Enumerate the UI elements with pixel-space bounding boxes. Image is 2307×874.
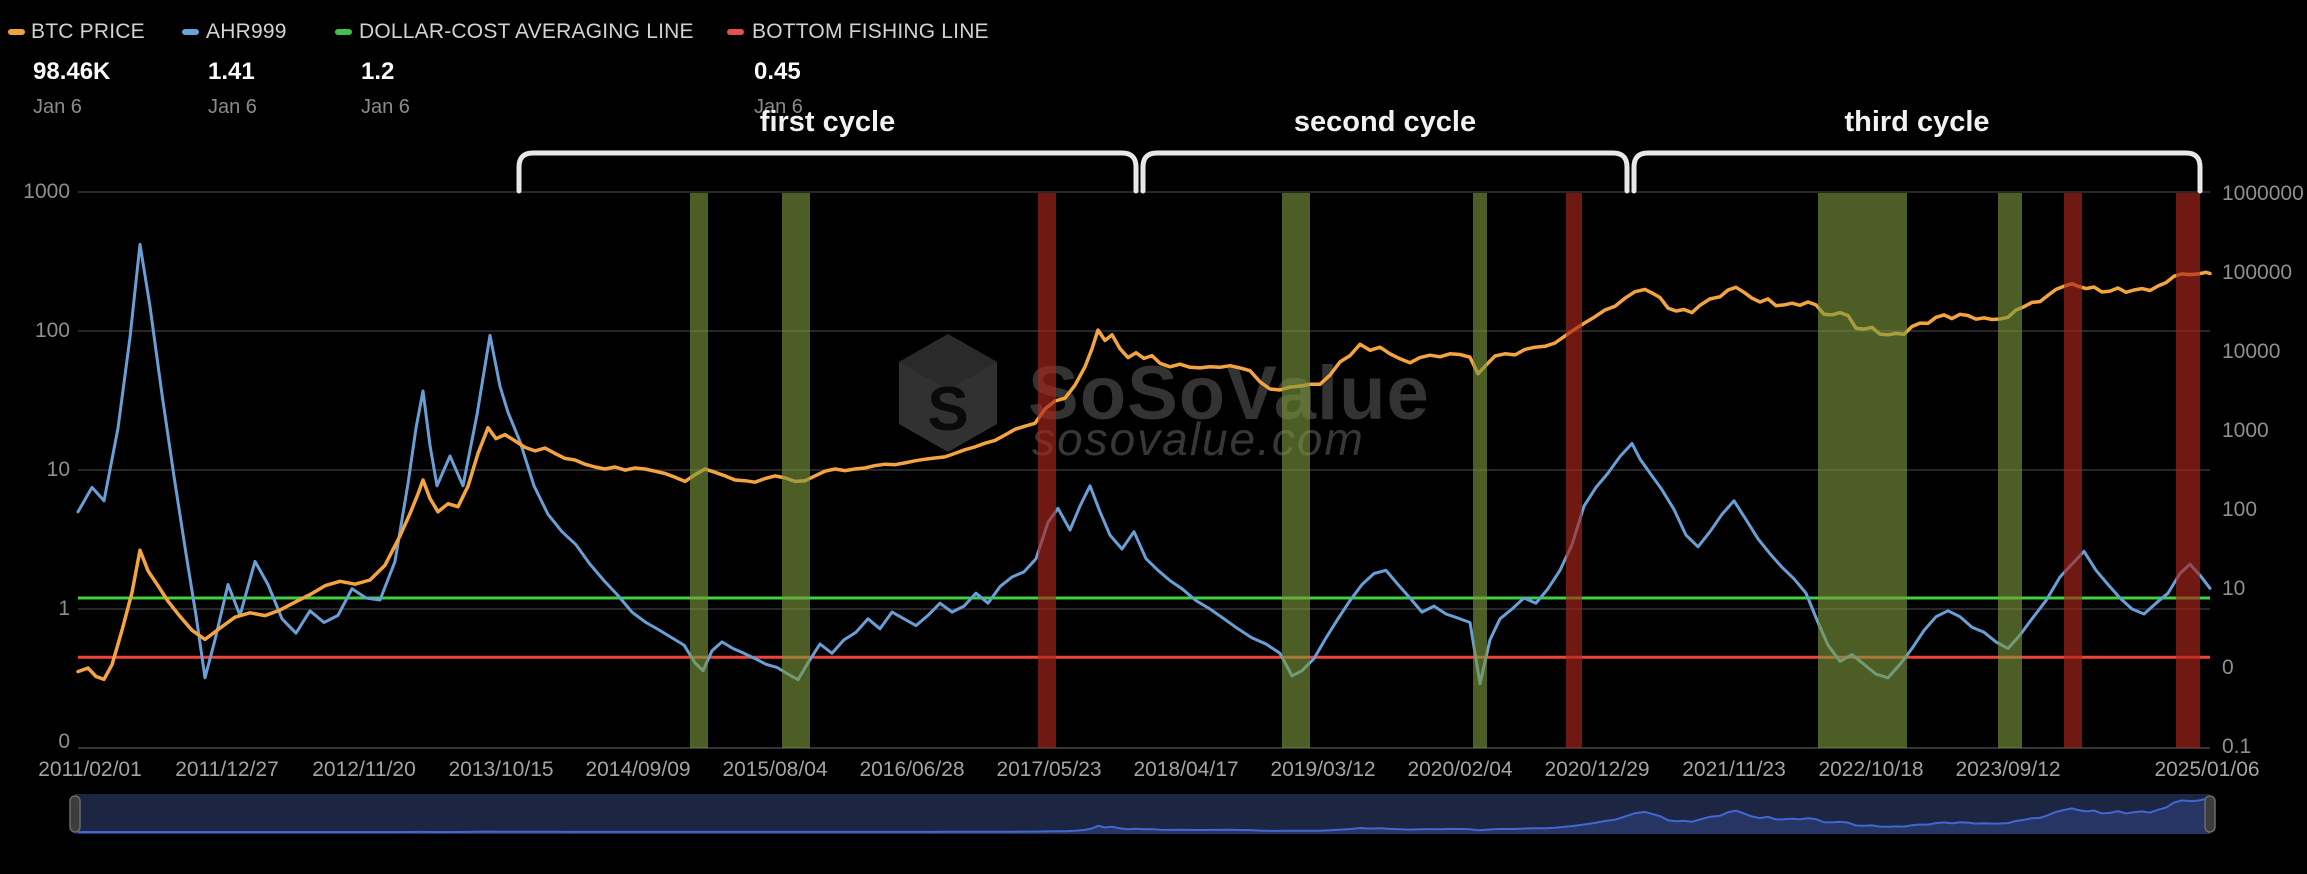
legend-label: BOTTOM FISHING LINE: [752, 20, 989, 43]
legend-item-bottom[interactable]: BOTTOM FISHING LINE 0.45 Jan 6: [727, 0, 1087, 130]
red-zone-band: [2176, 193, 2200, 748]
legend-value: 1.41: [208, 58, 255, 85]
cycle-bracket: [1631, 150, 2203, 194]
legend-date: Jan 6: [754, 96, 803, 118]
navigator-handle-right[interactable]: [2204, 795, 2216, 833]
legend-item-btc[interactable]: BTC PRICE 98.46K Jan 6: [8, 0, 368, 130]
svg-text:S: S: [927, 375, 968, 444]
green-zone-band: [690, 193, 708, 748]
ahr999-swatch-icon: [182, 29, 199, 35]
legend-item-ahr999[interactable]: AHR999 1.41 Jan 6: [182, 0, 542, 130]
dca-swatch-icon: [335, 29, 352, 35]
green-zone-band: [782, 193, 810, 748]
green-zone-band: [1998, 193, 2022, 748]
cycle-bracket: [516, 150, 1139, 194]
legend-value: 0.45: [754, 58, 801, 85]
navigator-area: [78, 799, 2210, 834]
navigator-track[interactable]: [75, 794, 2210, 834]
legend-date: Jan 6: [361, 96, 410, 118]
red-zone-band: [2064, 193, 2082, 748]
sosovalue-logo-icon: S: [899, 334, 997, 452]
legend-label: AHR999: [206, 20, 287, 43]
green-zone-band: [1473, 193, 1487, 748]
cycle-bracket: [1140, 150, 1630, 194]
legend-value: 98.46K: [33, 58, 111, 85]
legend-label: DOLLAR-COST AVERAGING LINE: [359, 20, 694, 43]
red-zone-band: [1566, 193, 1582, 748]
red-zone-band: [1038, 193, 1056, 748]
bottom-swatch-icon: [727, 29, 744, 35]
btc-price-line: [76, 270, 2212, 682]
legend-item-dca[interactable]: DOLLAR-COST AVERAGING LINE 1.2 Jan 6: [335, 0, 695, 130]
legend-date: Jan 6: [33, 96, 82, 118]
navigator-handle-left[interactable]: [69, 795, 81, 833]
legend-date: Jan 6: [208, 96, 257, 118]
legend-label: BTC PRICE: [31, 20, 145, 43]
green-zone-band: [1282, 193, 1310, 748]
btc-swatch-icon: [8, 29, 25, 35]
legend-value: 1.2: [361, 58, 395, 85]
green-zone-band: [1818, 193, 1907, 748]
navigator-line: [78, 797, 2211, 833]
